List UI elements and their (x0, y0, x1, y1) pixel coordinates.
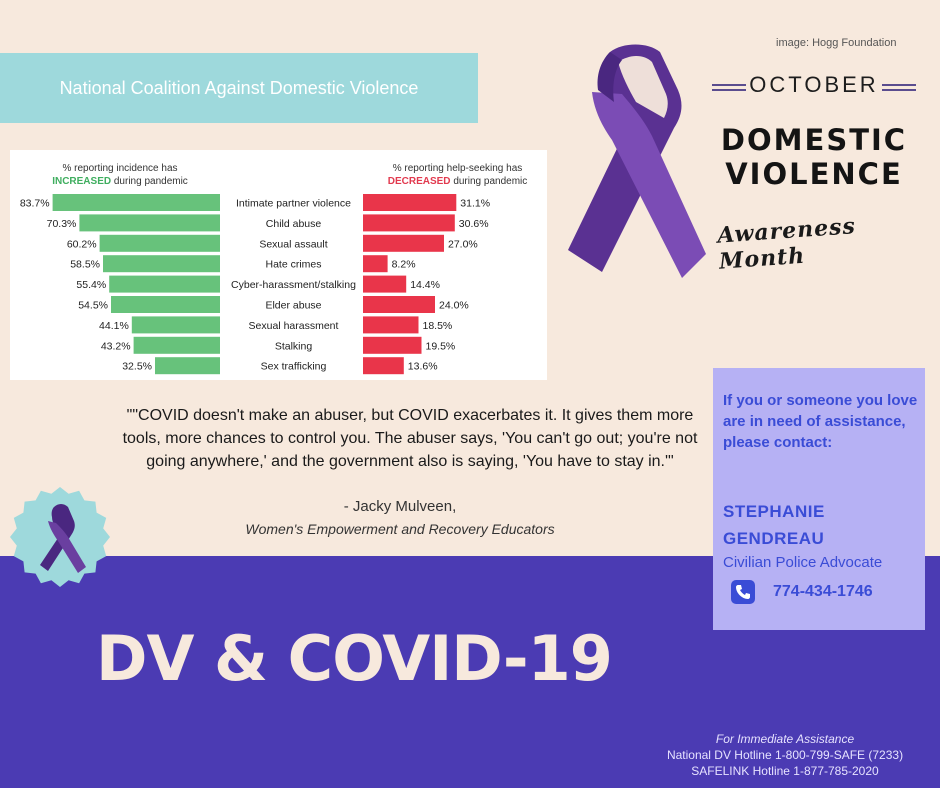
category-label: Sexual assault (259, 238, 327, 250)
month-label: OCTOBER (749, 72, 879, 97)
awareness-month: Awareness Month (716, 213, 857, 275)
decrease-label: 13.6% (408, 361, 438, 373)
decrease-label: 27.0% (448, 238, 478, 250)
decrease-label: 30.6% (459, 218, 489, 230)
ribbon-badge-icon (10, 487, 110, 587)
incidence-chart: % reporting incidence has INCREASED duri… (10, 150, 547, 380)
contact-phone-row[interactable]: 774-434-1746 (731, 580, 873, 604)
quote-organization: Women's Empowerment and Recovery Educato… (245, 521, 555, 537)
contact-role: Civilian Police Advocate (723, 554, 883, 571)
right-chart-header: % reporting help-seeking has DECREASED d… (370, 162, 545, 188)
left-rule (712, 84, 746, 91)
left-header-highlight: INCREASED (52, 176, 112, 187)
dv-title-line1: DOMESTIC (720, 123, 908, 157)
left-chart-header: % reporting incidence has INCREASED duri… (30, 162, 210, 188)
increase-label: 43.2% (101, 340, 131, 352)
dv-title: DOMESTIC VIOLENCE (706, 123, 922, 191)
category-label: Intimate partner violence (236, 198, 351, 210)
decrease-bar (363, 255, 388, 273)
right-rule (881, 84, 916, 91)
category-label: Cyber-harassment/stalking (231, 279, 356, 291)
october-heading: OCTOBER (712, 70, 916, 100)
footer-hotline-safelink: SAFELINK Hotline 1-877-785-2020 (691, 764, 879, 778)
category-label: Sexual harassment (249, 320, 339, 332)
increase-bar (79, 214, 221, 232)
quote-author: - Jacky Mulveen, (343, 498, 457, 515)
increase-bar (103, 255, 220, 273)
category-label: Child abuse (266, 218, 322, 230)
left-header-line1: % reporting incidence has (62, 163, 178, 174)
decrease-bar (363, 214, 455, 232)
decrease-label: 24.0% (439, 300, 469, 312)
right-header-line1: % reporting help-seeking has (392, 163, 523, 174)
footer-lead: For Immediate Assistance (715, 732, 855, 746)
increase-bar (133, 336, 220, 354)
phone-icon (731, 580, 755, 604)
contact-intro: If you or someone you love are in need o… (723, 392, 918, 451)
decrease-label: 19.5% (426, 340, 456, 352)
decrease-label: 31.1% (460, 198, 490, 210)
increase-bar (99, 234, 220, 252)
decrease-label: 8.2% (392, 259, 416, 271)
increase-label: 54.5% (78, 300, 108, 312)
chart-svg: 83.7% Intimate partner violence 31.1% 70.3%… (20, 194, 490, 375)
coalition-label: National Coalition Against Domestic Viol… (59, 77, 419, 98)
contact-phone-number[interactable]: 774-434-1746 (773, 583, 873, 600)
decrease-bar (363, 336, 422, 354)
decrease-bar (363, 194, 457, 211)
increase-label: 44.1% (99, 320, 129, 332)
decrease-label: 14.4% (410, 279, 440, 291)
contact-name: STEPHANIE GENDREAU (723, 502, 825, 548)
coalition-banner: National Coalition Against Domestic Viol… (0, 53, 478, 123)
increase-bar (155, 357, 220, 375)
footer-hotline-national: National DV Hotline 1-800-799-SAFE (7233… (666, 748, 904, 762)
quote-text: ""COVID doesn't make an abuser, but COVI… (122, 407, 698, 470)
contact-card: If you or someone you love are in need o… (713, 368, 925, 630)
decrease-bar (363, 275, 407, 293)
increase-label: 83.7% (20, 198, 50, 210)
right-header-highlight: DECREASED (387, 176, 451, 187)
increase-label: 58.5% (70, 259, 100, 271)
main-title: DV & COVID-19 (96, 622, 613, 695)
category-label: Elder abuse (265, 300, 321, 312)
category-label: Stalking (275, 340, 313, 352)
increase-bar (131, 316, 220, 334)
category-label: Sex trafficking (261, 361, 327, 373)
increase-label: 55.4% (76, 279, 106, 291)
right-header-rest: during pandemic (453, 176, 528, 187)
decrease-bar (363, 357, 404, 375)
image-credit: image: Hogg Foundation (776, 37, 897, 49)
left-header-rest: during pandemic (113, 176, 188, 187)
increase-bar (52, 194, 220, 211)
increase-label: 32.5% (122, 361, 152, 373)
increase-label: 60.2% (67, 238, 97, 250)
dv-title-line2: VIOLENCE (725, 157, 903, 191)
footer-hotlines: For Immediate Assistance National DV Hot… (640, 731, 930, 779)
ribbon-icon (568, 44, 706, 278)
increase-bar (111, 296, 220, 313)
decrease-bar (363, 316, 419, 334)
decrease-bar (363, 234, 444, 252)
category-label: Hate crimes (265, 259, 321, 271)
decrease-label: 18.5% (423, 320, 453, 332)
increase-label: 70.3% (47, 218, 77, 230)
increase-bar (109, 275, 220, 293)
decrease-bar (363, 296, 435, 313)
